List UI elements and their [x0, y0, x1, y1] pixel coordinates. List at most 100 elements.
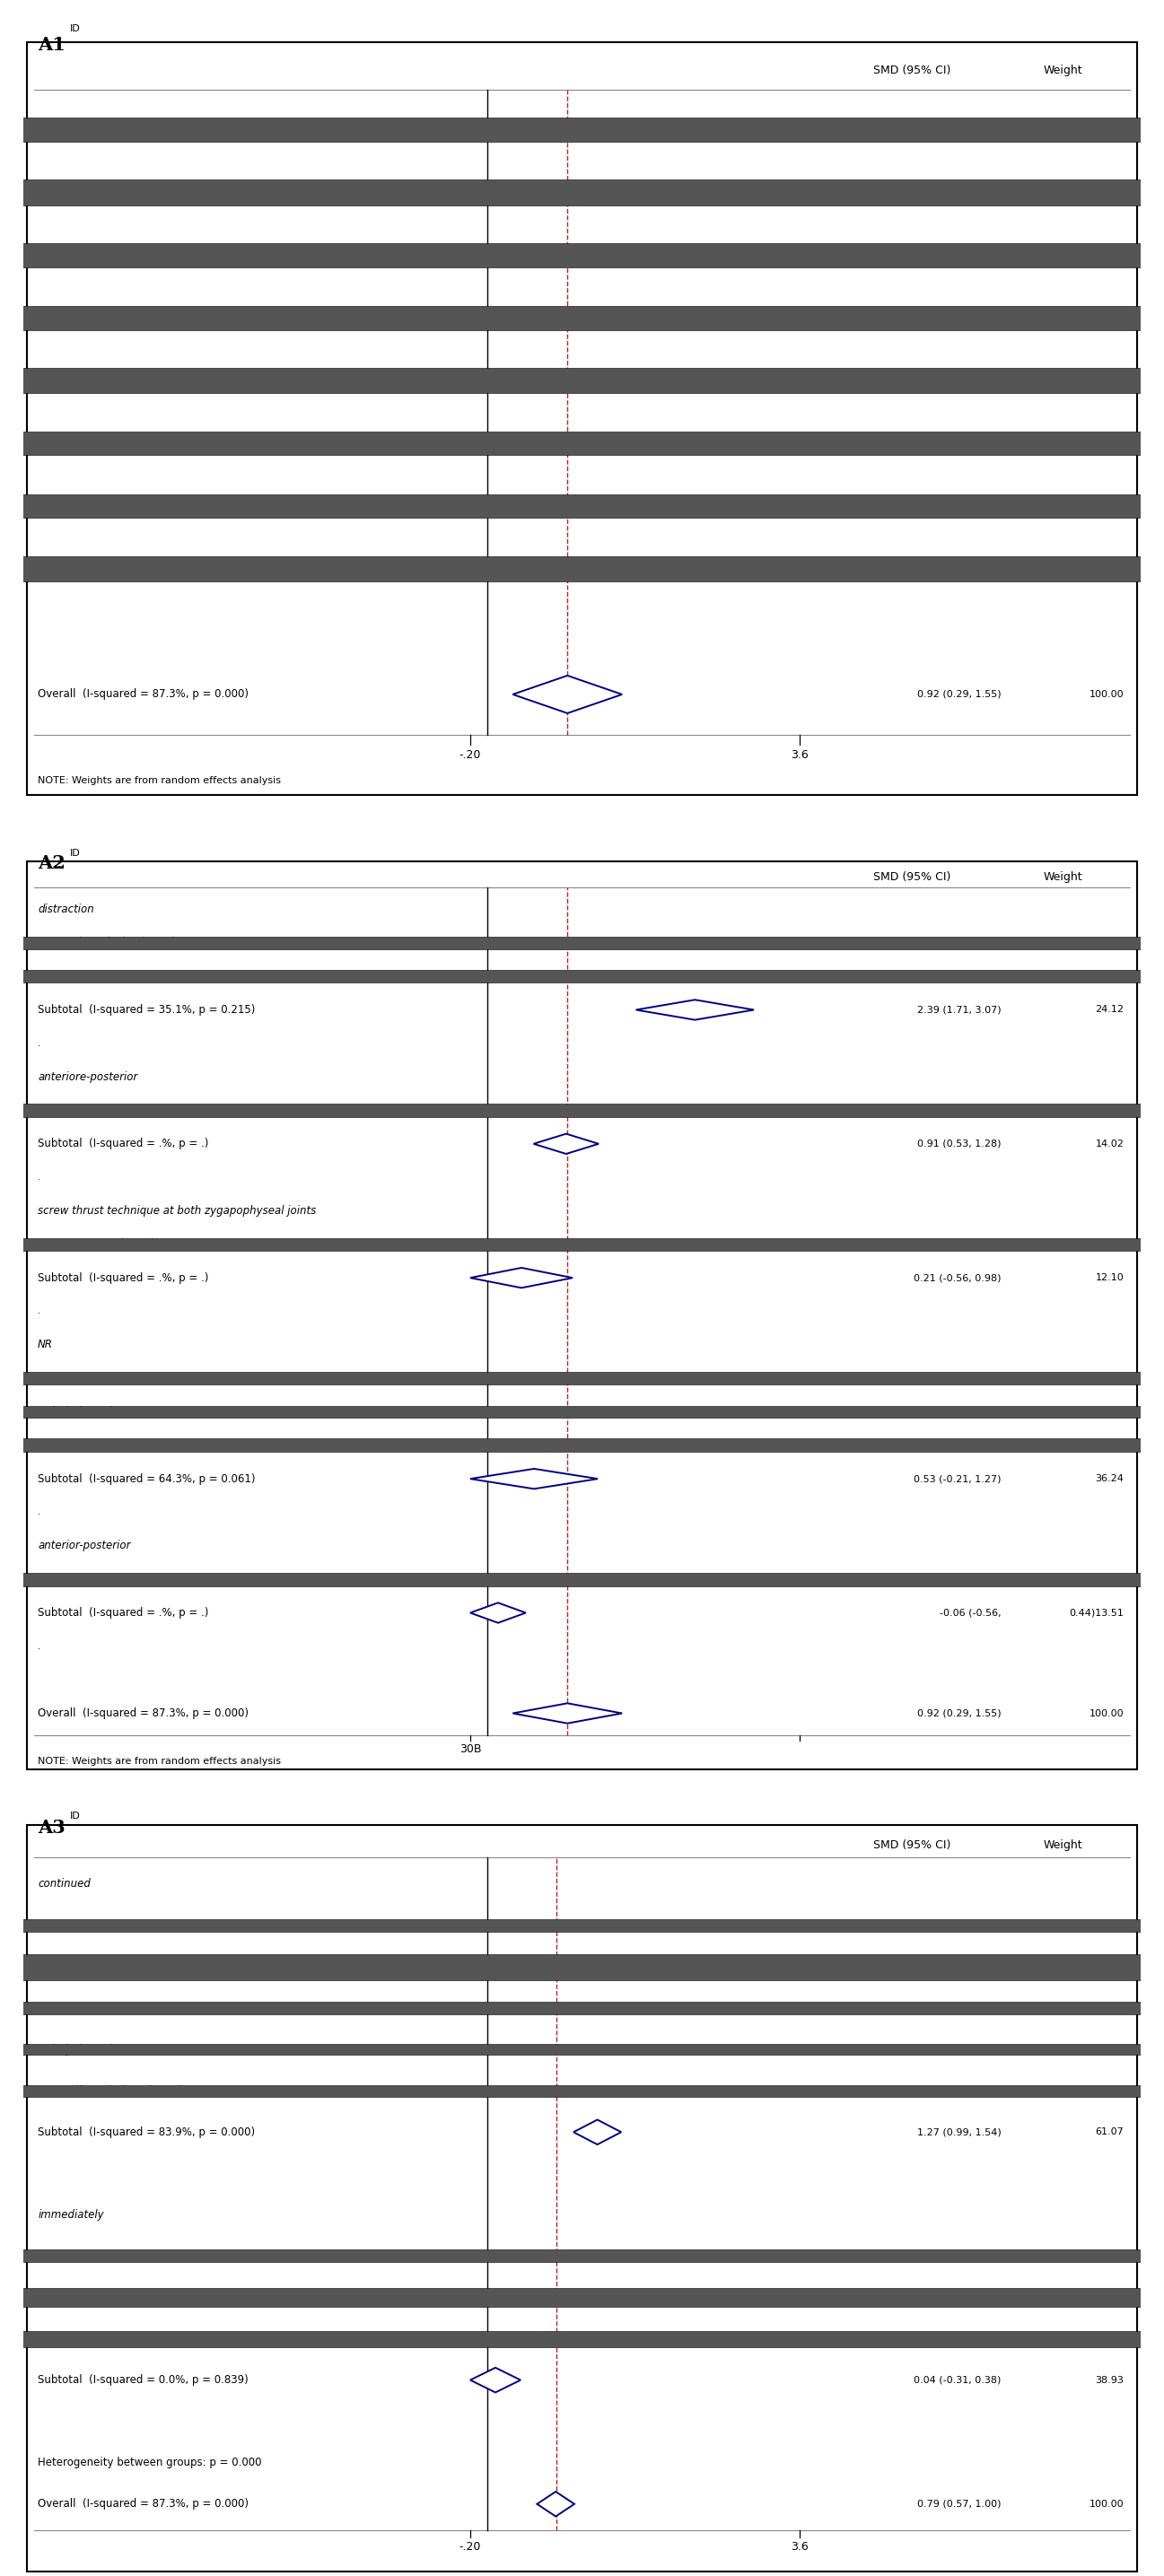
Text: ID: ID — [70, 23, 80, 33]
Text: Kwan-woo Lee (2016): Kwan-woo Lee (2016) — [45, 1373, 161, 1383]
Text: Raquel Martínez-Segura (2012): Raquel Martínez-Segura (2012) — [45, 1574, 212, 1584]
Text: 12.10: 12.10 — [1095, 1273, 1124, 1283]
Text: 0.91 (0.53, 1.28): 0.91 (0.53, 1.28) — [917, 188, 1001, 196]
Bar — [0, 2084, 1164, 2097]
Text: 0.44)13.51: 0.44)13.51 — [1070, 1607, 1124, 1618]
Bar — [0, 2249, 1164, 2262]
Text: Gonzalez Iglesias (2009): Gonzalez Iglesias (2009) — [45, 124, 176, 137]
Text: Overall  (I-squared = 87.3%, p = 0.000): Overall (I-squared = 87.3%, p = 0.000) — [37, 2499, 249, 2509]
Text: 3.6: 3.6 — [792, 750, 809, 762]
Text: 12.09: 12.09 — [1095, 1373, 1124, 1383]
Text: 1.27 (0.99, 1.54): 1.27 (0.99, 1.54) — [917, 2128, 1001, 2136]
Text: Weight: Weight — [1043, 64, 1083, 77]
Text: 8.67: 8.67 — [1101, 1922, 1124, 1929]
Polygon shape — [470, 2367, 520, 2393]
Text: Shriya Joshi (2020): Shriya Joshi (2020) — [45, 564, 146, 574]
Bar — [0, 368, 1164, 394]
Text: 2.77 (1.94, 3.59): 2.77 (1.94, 3.59) — [917, 2087, 1001, 2094]
Text: NOTE: Weights are from random effects analysis: NOTE: Weights are from random effects an… — [37, 1757, 281, 1765]
Text: Kwan-woo Lee (2016): Kwan-woo Lee (2016) — [45, 2002, 161, 2014]
Text: Subtotal  (I-squared = 64.3%, p = 0.061): Subtotal (I-squared = 64.3%, p = 0.061) — [37, 1473, 255, 1484]
Polygon shape — [470, 1267, 573, 1288]
Text: 12.10: 12.10 — [1095, 1239, 1124, 1249]
Text: Herman Mun Cheung Lau (2011): Herman Mun Cheung Lau (2011) — [45, 1960, 219, 1973]
Text: 12.33: 12.33 — [1095, 938, 1124, 948]
Text: Shriya Joshi (2020): Shriya Joshi (2020) — [45, 2334, 146, 2344]
Bar — [0, 2002, 1164, 2014]
Text: 36.24: 36.24 — [1095, 1473, 1124, 1484]
Text: 12.10: 12.10 — [1095, 250, 1124, 260]
Bar — [0, 1437, 1164, 1453]
Text: NOTE: Weights are from random effects analysis: NOTE: Weights are from random effects an… — [37, 775, 281, 786]
Text: 2.07 (1.34, 2.80): 2.07 (1.34, 2.80) — [917, 1922, 1001, 1929]
Text: 24.12: 24.12 — [1095, 1005, 1124, 1015]
Text: 12.09: 12.09 — [1095, 314, 1124, 322]
Text: Suvarnnato,T (2013): Suvarnnato,T (2013) — [45, 2251, 155, 2262]
Text: 11.16: 11.16 — [1095, 438, 1124, 448]
Bar — [0, 2287, 1164, 2308]
Text: 100.00: 100.00 — [1090, 2499, 1124, 2509]
Text: Khoja (2015): Khoja (2015) — [45, 2043, 114, 2056]
Text: 1.25 (0.47, 2.02): 1.25 (0.47, 2.02) — [917, 314, 1001, 322]
Text: Suvarnnato,T (2013): Suvarnnato,T (2013) — [45, 250, 155, 260]
Text: .: . — [37, 1172, 41, 1182]
Text: 0.31 (-0.63, 1.25): 0.31 (-0.63, 1.25) — [914, 438, 1001, 448]
Polygon shape — [537, 2491, 574, 2517]
Bar — [0, 1953, 1164, 1981]
Bar — [0, 495, 1164, 518]
Text: 0.21 (-0.56, 0.98): 0.21 (-0.56, 0.98) — [914, 1273, 1001, 1283]
Text: 2.39 (1.71, 3.07): 2.39 (1.71, 3.07) — [917, 1005, 1001, 1015]
Text: SMD (95% CI): SMD (95% CI) — [873, 871, 950, 884]
Bar — [0, 1239, 1164, 1252]
Text: Heterogeneity between groups: p = 0.000: Heterogeneity between groups: p = 0.000 — [37, 2458, 262, 2468]
Text: 0.21 (-0.56, 0.98): 0.21 (-0.56, 0.98) — [914, 2251, 1001, 2262]
Bar — [0, 1919, 1164, 1932]
Polygon shape — [513, 1703, 622, 1723]
Text: 13.00: 13.00 — [1095, 564, 1124, 574]
Text: 100.00: 100.00 — [1090, 690, 1124, 698]
Bar — [0, 1406, 1164, 1417]
Polygon shape — [636, 999, 754, 1020]
Text: 0.91 (0.53, 1.28): 0.91 (0.53, 1.28) — [917, 1139, 1001, 1149]
Text: anterior-posterior: anterior-posterior — [37, 1540, 130, 1551]
Text: 38.93: 38.93 — [1095, 2375, 1124, 2385]
Text: Gonzalez Iglesias (2009): Gonzalez Iglesias (2009) — [45, 938, 176, 948]
Text: Subtotal  (I-squared = 83.9%, p = 0.000): Subtotal (I-squared = 83.9%, p = 0.000) — [37, 2125, 255, 2138]
Text: 12.33: 12.33 — [1095, 126, 1124, 134]
Text: González-Iglesias J (2009): González-Iglesias J (2009) — [45, 2084, 183, 2097]
Text: Overall  (I-squared = 87.3%, p = 0.000): Overall (I-squared = 87.3%, p = 0.000) — [37, 688, 249, 701]
Text: 2.07 (1.34, 2.80): 2.07 (1.34, 2.80) — [917, 938, 1001, 948]
Bar — [0, 2045, 1164, 2056]
Text: Suvarnnato,T (2013): Suvarnnato,T (2013) — [45, 1239, 155, 1249]
Text: 0.91 (0.53, 1.28): 0.91 (0.53, 1.28) — [917, 1105, 1001, 1115]
Text: .: . — [37, 1306, 41, 1316]
Text: SMD (95% CI): SMD (95% CI) — [873, 64, 950, 77]
Text: 1.25 (0.47, 2.02): 1.25 (0.47, 2.02) — [917, 2004, 1001, 2012]
Bar — [0, 1103, 1164, 1118]
Polygon shape — [574, 2120, 622, 2143]
Text: 32.66: 32.66 — [1095, 1963, 1124, 1971]
Text: 0.21 (-0.56, 0.98): 0.21 (-0.56, 0.98) — [914, 250, 1001, 260]
Bar — [0, 118, 1164, 142]
Text: 0.31 (-0.63, 1.25): 0.31 (-0.63, 1.25) — [914, 2045, 1001, 2053]
Text: 0.08 (-0.53, 0.68): 0.08 (-0.53, 0.68) — [914, 2334, 1001, 2344]
Text: Kwan-woo Lee (2016): Kwan-woo Lee (2016) — [45, 312, 161, 325]
Bar — [0, 1571, 1164, 1587]
Bar — [0, 242, 1164, 268]
Text: Subtotal  (I-squared = 35.1%, p = 0.215): Subtotal (I-squared = 35.1%, p = 0.215) — [37, 1005, 255, 1015]
Text: .: . — [37, 1507, 41, 1517]
Text: 2.77 (1.94, 3.59): 2.77 (1.94, 3.59) — [917, 502, 1001, 510]
Text: 12.61: 12.61 — [1095, 2334, 1124, 2344]
Text: .: . — [37, 1038, 41, 1048]
Polygon shape — [533, 1133, 598, 1154]
Text: screw thrust technique at both zygapophyseal joints: screw thrust technique at both zygapophy… — [37, 1206, 317, 1216]
Text: 13.51: 13.51 — [1095, 376, 1124, 384]
Text: 11.16: 11.16 — [1095, 1406, 1124, 1417]
Bar — [0, 2331, 1164, 2347]
Text: A3: A3 — [37, 1819, 65, 1837]
Text: 2.07 (1.34, 2.80): 2.07 (1.34, 2.80) — [917, 126, 1001, 134]
Text: 0.08 (-0.53, 0.68): 0.08 (-0.53, 0.68) — [914, 1440, 1001, 1450]
Text: 11.79: 11.79 — [1095, 502, 1124, 510]
Bar — [0, 433, 1164, 456]
Text: 0.31 (-0.63, 1.25): 0.31 (-0.63, 1.25) — [914, 1406, 1001, 1417]
